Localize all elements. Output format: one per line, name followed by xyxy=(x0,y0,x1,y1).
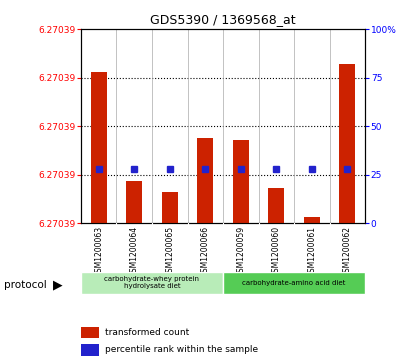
Bar xyxy=(81,344,99,356)
Text: carbohydrate-whey protein
hydrolysate diet: carbohydrate-whey protein hydrolysate di… xyxy=(105,276,200,289)
Bar xyxy=(223,272,365,294)
Bar xyxy=(197,138,213,223)
Text: GSM1200066: GSM1200066 xyxy=(201,225,210,277)
Text: GSM1200063: GSM1200063 xyxy=(94,225,103,277)
Bar xyxy=(269,188,284,223)
Bar xyxy=(91,72,107,223)
Bar xyxy=(339,64,355,223)
Title: GDS5390 / 1369568_at: GDS5390 / 1369568_at xyxy=(150,13,296,26)
Bar xyxy=(162,192,178,223)
Text: GSM1200060: GSM1200060 xyxy=(272,225,281,277)
Bar xyxy=(126,180,142,223)
Text: GSM1200064: GSM1200064 xyxy=(130,225,139,277)
Bar xyxy=(233,140,249,223)
Text: percentile rank within the sample: percentile rank within the sample xyxy=(105,346,259,354)
Text: carbohydrate-amino acid diet: carbohydrate-amino acid diet xyxy=(242,280,346,286)
Bar xyxy=(81,272,223,294)
Bar xyxy=(81,327,99,338)
Bar xyxy=(304,217,320,223)
Text: GSM1200061: GSM1200061 xyxy=(308,225,316,277)
Text: protocol: protocol xyxy=(4,280,47,290)
Text: GSM1200062: GSM1200062 xyxy=(343,225,352,277)
Text: GSM1200059: GSM1200059 xyxy=(236,225,245,277)
Text: transformed count: transformed count xyxy=(105,328,190,337)
Text: GSM1200065: GSM1200065 xyxy=(165,225,174,277)
Text: ▶: ▶ xyxy=(53,278,63,291)
